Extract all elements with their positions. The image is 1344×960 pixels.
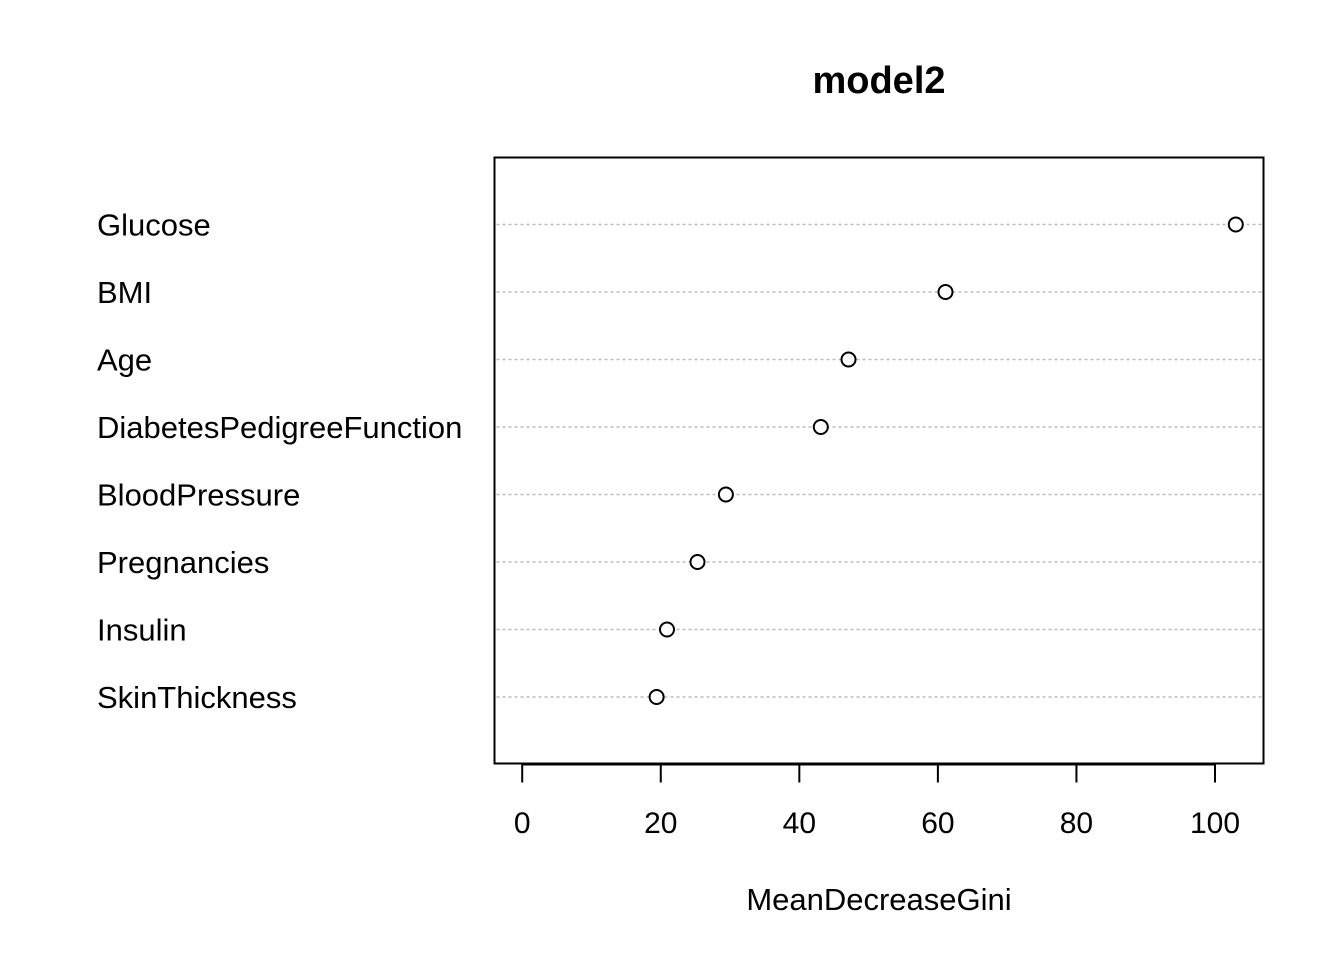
data-points [648,216,1244,705]
x-tick-label: 20 [644,807,677,840]
category-label: Insulin [97,613,187,648]
data-point [717,486,734,503]
data-point [937,284,954,300]
data-point [689,554,706,570]
x-tick-label: 80 [1060,807,1093,840]
plot-frame [493,156,1265,765]
x-tick-label: 60 [921,807,954,840]
category-label: Age [97,343,152,378]
category-label: DiabetesPedigreeFunction [97,410,462,445]
x-tick-label: 0 [514,807,531,840]
data-point [659,621,676,638]
x-axis: 0 20 40 60 80 100 [514,763,1240,840]
data-point [812,419,829,435]
chart-title: model2 [812,60,945,102]
data-point [1227,216,1244,233]
category-labels: Glucose BMI Age DiabetesPedigreeFunction Blo… [97,208,462,716]
x-tick-label: 100 [1190,807,1240,840]
x-axis-label: MeanDecreaseGini [746,882,1011,917]
category-label: Pregnancies [97,545,269,580]
category-label: BMI [97,275,152,310]
category-label: SkinThickness [97,680,297,715]
grid-lines [496,223,1262,698]
category-label: Glucose [97,208,211,243]
data-point [840,351,857,368]
category-label: BloodPressure [97,478,300,513]
x-tick-label: 40 [783,807,816,840]
data-point [648,689,665,705]
